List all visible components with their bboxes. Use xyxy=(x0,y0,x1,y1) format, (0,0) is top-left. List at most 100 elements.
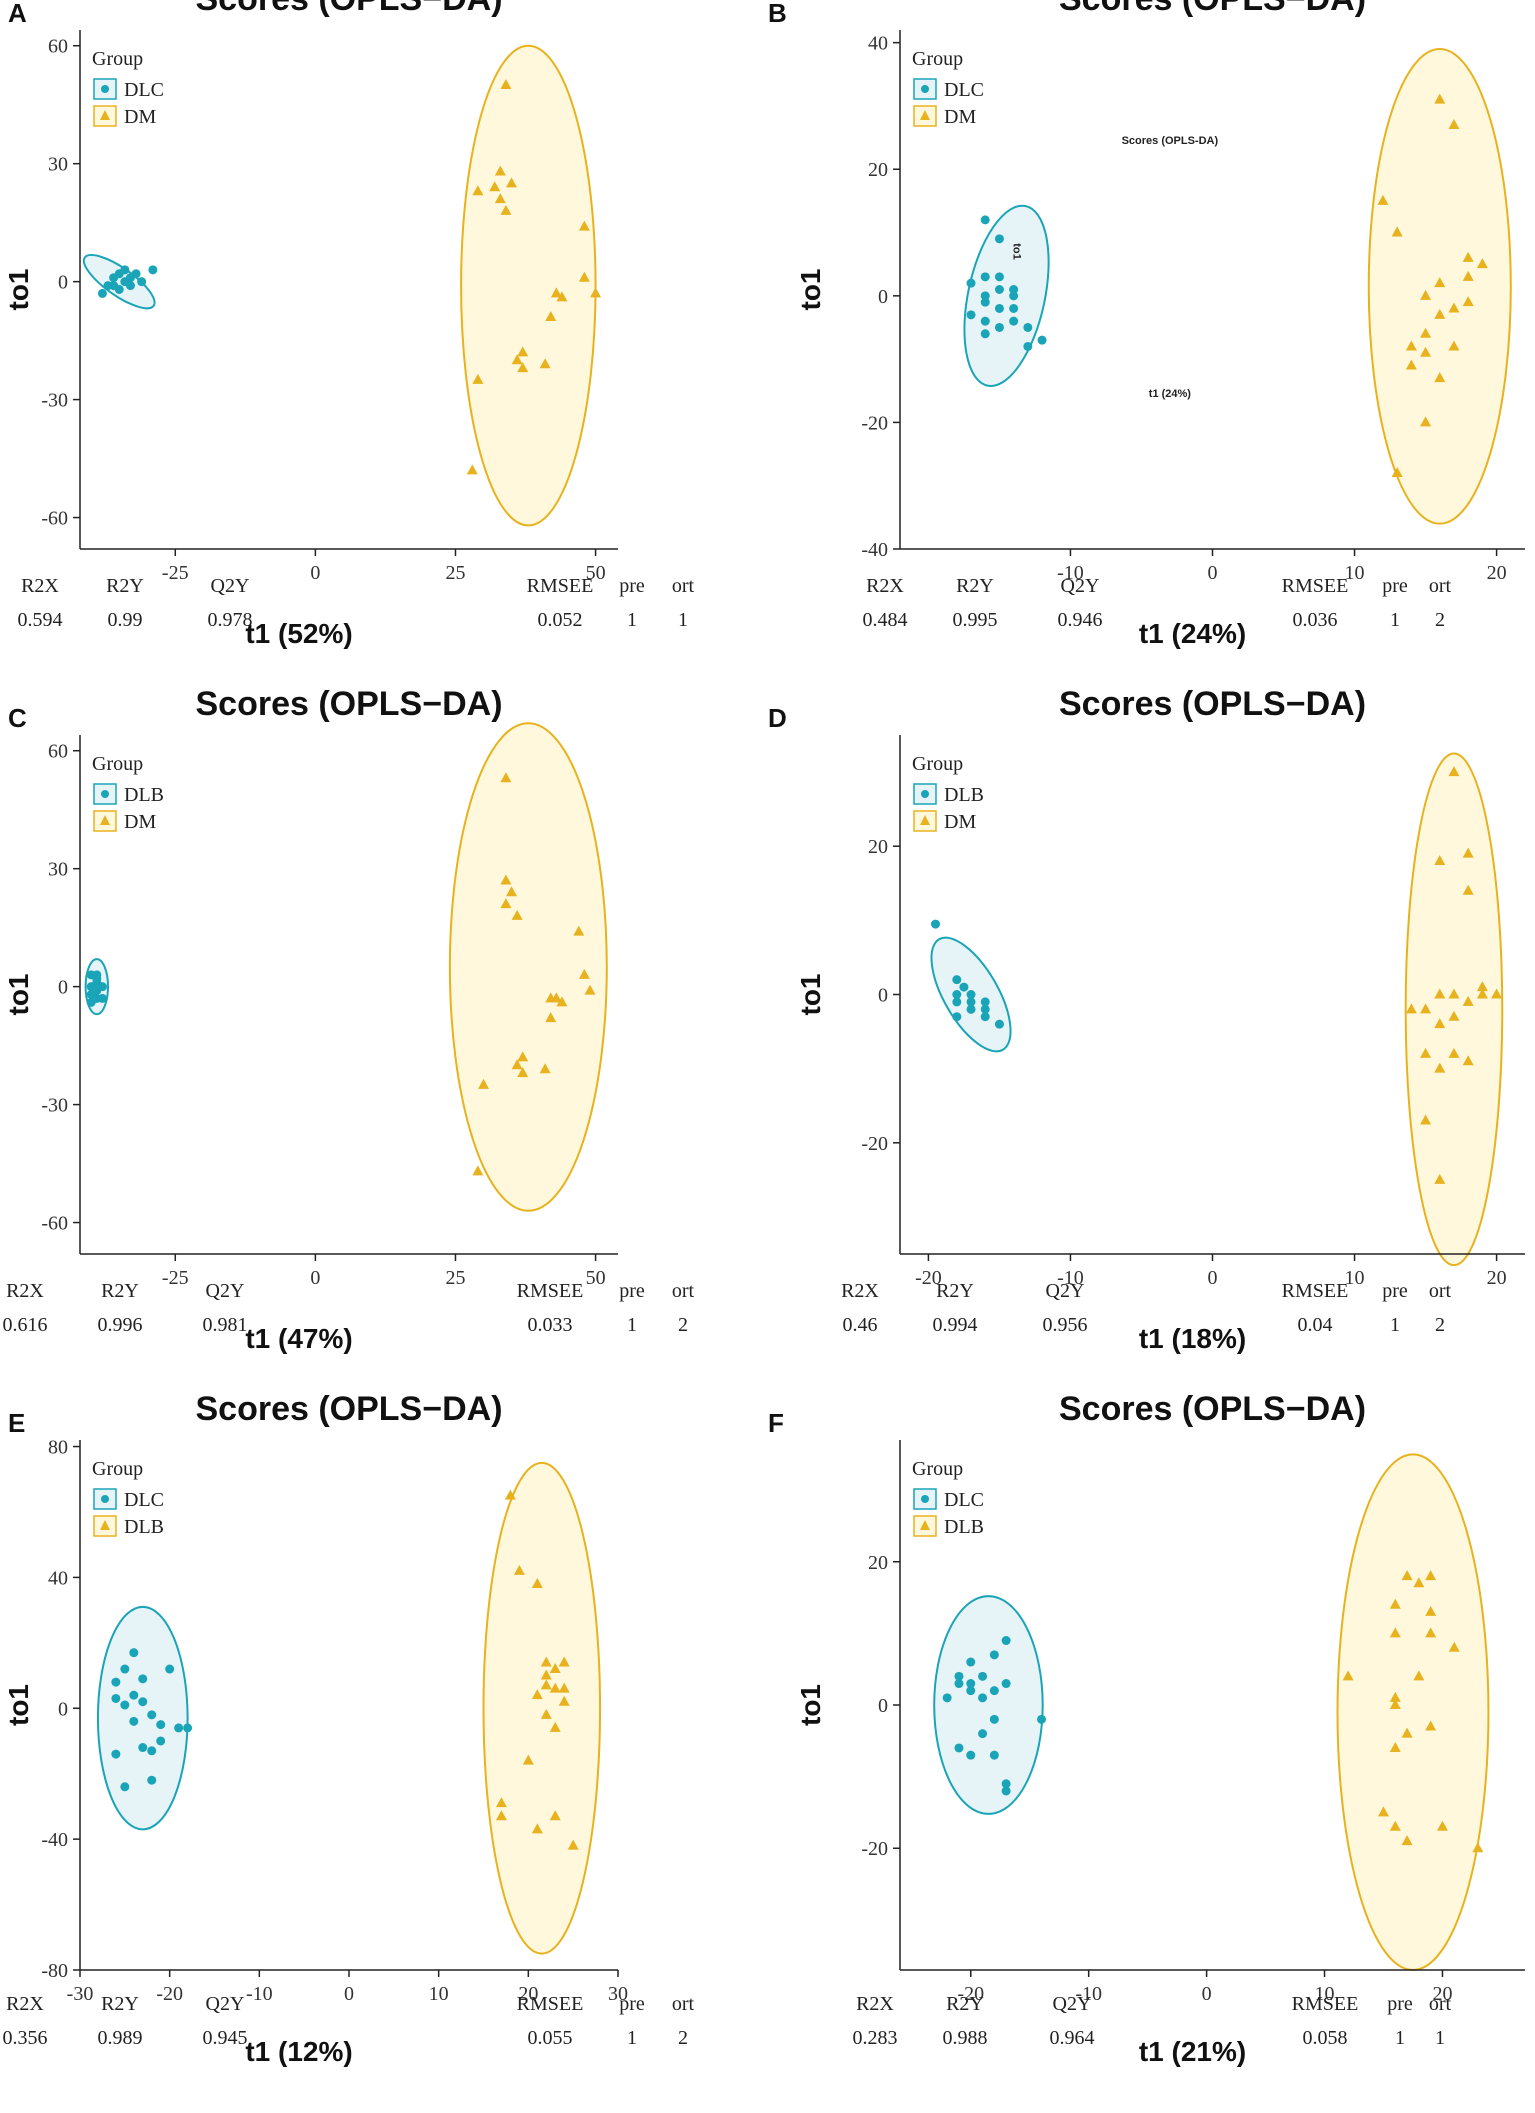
stat-value: 0.356 xyxy=(3,2027,48,2049)
legend-label: DM xyxy=(944,106,976,128)
data-point-dlb xyxy=(549,1810,561,1821)
data-point-dlc xyxy=(97,288,107,298)
data-point-dm xyxy=(1448,340,1460,351)
data-point-dm xyxy=(1448,988,1460,999)
stat-value: 0.052 xyxy=(538,609,583,631)
data-point-dlb xyxy=(540,1708,552,1719)
data-point-dm xyxy=(545,311,557,322)
y-tick-label: -30 xyxy=(41,1095,68,1117)
data-point-dm xyxy=(506,177,518,188)
data-point-dlc xyxy=(174,1723,184,1733)
data-point-dm xyxy=(1434,372,1446,383)
legend-marker-dlb xyxy=(920,1520,930,1530)
data-point-dlc xyxy=(954,1671,964,1681)
data-point-dlc xyxy=(165,1664,175,1674)
stat-value: 0.945 xyxy=(203,2027,248,2049)
data-point-dlb xyxy=(495,1797,507,1808)
data-point-dlb xyxy=(966,1004,976,1014)
data-point-dm xyxy=(1391,226,1403,237)
data-point-dlc xyxy=(1023,341,1033,351)
data-point-dlc xyxy=(1009,303,1019,313)
y-tick-label: 60 xyxy=(48,741,68,763)
data-point-dlc xyxy=(131,269,141,279)
stat-header: ort xyxy=(672,1280,695,1302)
x-tick-label: 20 xyxy=(1487,562,1507,584)
legend-marker-dlc xyxy=(101,85,109,93)
data-point-dm xyxy=(1377,194,1389,205)
x-axis-label: t1 (24%) xyxy=(1139,618,1246,649)
data-point-dlc xyxy=(989,1650,999,1660)
data-point-dm xyxy=(545,1012,557,1023)
data-point-dlc xyxy=(1023,322,1033,332)
data-point-dlc xyxy=(1009,291,1019,301)
plot-annotation: to1 xyxy=(1011,243,1023,260)
panel-D: D Scores (OPLS−DA) -20 -10 0 10 20 -20 0 20 to1 Gro… xyxy=(768,685,1525,1354)
data-point-dlb xyxy=(567,1839,579,1850)
data-point-dm xyxy=(517,1051,529,1062)
data-point-dm xyxy=(1448,118,1460,129)
legend-marker-dlc xyxy=(921,85,929,93)
panel-E: E Scores (OPLS−DA)-30 -20 -10 0 10 20 30-80-400… xyxy=(3,1390,695,2067)
x-tick-label: 0 xyxy=(310,562,320,584)
stat-header: ort xyxy=(1429,1993,1452,2015)
legend-marker-dlb xyxy=(921,790,929,798)
data-point-dm xyxy=(1420,416,1432,427)
data-point-dm xyxy=(1405,1003,1417,1014)
y-axis-label: to1 xyxy=(3,974,34,1016)
y-axis-label: to1 xyxy=(795,974,826,1016)
data-point-dlc xyxy=(147,1710,157,1720)
legend-label: DLC xyxy=(944,1489,984,1511)
confidence-ellipse-dlc xyxy=(82,254,156,310)
stat-header: pre xyxy=(619,1280,645,1302)
data-point-dlc xyxy=(980,329,990,339)
data-point-dlc xyxy=(994,285,1004,294)
stat-header: RMSEE xyxy=(527,575,594,597)
data-point-dlb xyxy=(980,1004,990,1014)
data-point-dlb xyxy=(966,997,976,1007)
data-point-dm xyxy=(1462,995,1474,1006)
stat-value: 0.996 xyxy=(98,1314,143,1336)
data-point-dm xyxy=(1434,1173,1446,1184)
legend-label: DLC xyxy=(124,79,164,101)
data-point-dm xyxy=(578,220,590,231)
legend-marker-dlb xyxy=(100,1520,110,1530)
data-point-dlb xyxy=(549,1663,561,1674)
data-point-dlc xyxy=(183,1723,193,1733)
legend-label: DLB xyxy=(944,784,984,806)
panel-A: A Scores (OPLS−DA) -25 0 25 50 -60 -30 0 30 60 to1 G… xyxy=(3,0,695,649)
data-point-dlc xyxy=(980,215,990,225)
x-tick-label: 20 xyxy=(518,1983,538,2005)
legend: Group DLC DM xyxy=(92,48,164,128)
data-point-dm xyxy=(1476,988,1488,999)
plot-annotation: t1 (24%) xyxy=(1149,388,1192,400)
y-tick-label: 0 xyxy=(58,272,68,294)
stat-value: 1 xyxy=(627,1314,637,1336)
stat-header: R2X xyxy=(6,1280,44,1302)
legend-title: Group xyxy=(92,1458,143,1480)
data-point-dm xyxy=(494,193,506,204)
stat-header: R2Y xyxy=(101,1993,139,2015)
data-point-dlc xyxy=(994,303,1004,313)
data-point-dm xyxy=(1476,981,1488,992)
panel-label: D xyxy=(768,703,787,733)
data-point-dlc xyxy=(954,1743,964,1753)
stat-header: pre xyxy=(1387,1993,1413,2015)
data-point-dm xyxy=(556,996,568,1007)
data-point-dlb xyxy=(1425,1627,1437,1638)
data-point-dlc xyxy=(109,281,119,291)
x-tick-label: 10 xyxy=(1345,562,1365,584)
data-point-dm xyxy=(472,373,484,384)
y-tick-label: -60 xyxy=(41,1213,68,1235)
model-stats: R2X 0.484 R2Y 0.995 Q2Y 0.946 RMSEE 0.036 pre 1 or… xyxy=(863,575,1452,631)
data-point-dm xyxy=(1405,359,1417,370)
data-point-dlc xyxy=(148,265,158,275)
chart-title: Scores (OPLS−DA) xyxy=(1059,0,1366,18)
x-tick-label: 0 xyxy=(344,1983,354,2005)
stat-value: 1 xyxy=(1395,2027,1405,2049)
x-axis-label: t1 (47%) xyxy=(245,1323,352,1354)
data-point-dm xyxy=(1420,289,1432,300)
stat-value: 0.978 xyxy=(208,609,253,631)
x-axis-label: t1 (21%) xyxy=(1139,2036,1246,2067)
y-tick-label: 30 xyxy=(48,154,68,176)
y-tick-label: 40 xyxy=(868,33,888,55)
